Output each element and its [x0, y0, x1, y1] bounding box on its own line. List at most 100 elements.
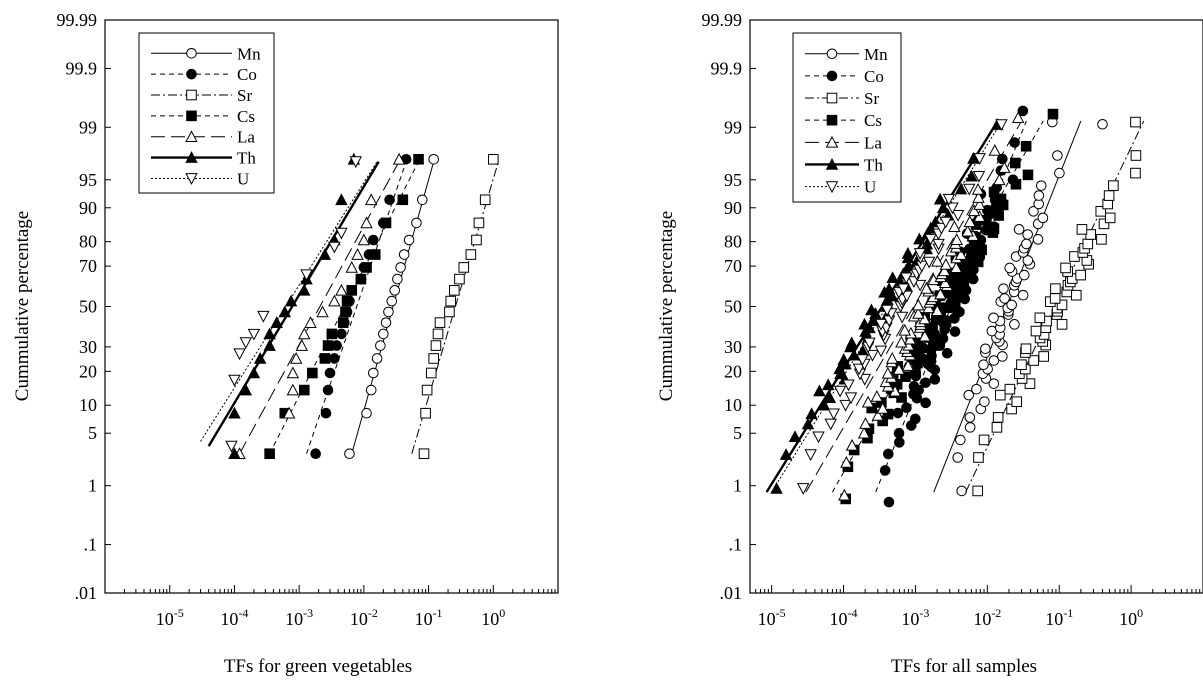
point-Co [901, 402, 912, 414]
point-Mn [383, 306, 394, 318]
point-U [895, 311, 909, 324]
point-Mn [979, 396, 990, 407]
point-Cs [988, 186, 1000, 198]
legend-marker-U [825, 181, 839, 194]
point-Sr [1056, 299, 1068, 311]
point-La [289, 351, 303, 364]
point-U [328, 241, 341, 254]
point-Cs [341, 295, 353, 307]
x-tick-label: 10-5 [156, 606, 184, 629]
point-Cs [355, 273, 367, 285]
y-tick-label: 80 [724, 232, 742, 252]
point-U [247, 328, 261, 341]
point-Cs [369, 249, 381, 260]
point-Th [817, 398, 831, 411]
point-Th [335, 193, 348, 206]
x-tick-exp: -3 [303, 606, 313, 620]
point-La [948, 220, 961, 232]
legend-marker-La [185, 130, 198, 143]
y-tick-label: 20 [79, 361, 97, 381]
point-Th [318, 248, 332, 260]
point-Sr [471, 234, 482, 246]
point-U [995, 119, 1008, 132]
point-U [225, 440, 238, 453]
point-Sr [1076, 224, 1088, 235]
point-La [838, 488, 851, 501]
x-tick-base: 10 [1045, 609, 1063, 629]
x-tick-exp: -5 [174, 606, 184, 620]
point-Sr [425, 367, 437, 379]
point-Cs [264, 448, 275, 460]
x-tick-exp: -4 [848, 606, 858, 620]
point-U [852, 363, 866, 376]
x-tick-base: 10 [758, 609, 776, 629]
point-Mn [428, 153, 439, 165]
point-Th [882, 282, 896, 295]
point-La [972, 191, 985, 203]
point-La [392, 152, 406, 165]
point-Co [336, 328, 347, 340]
y-tick-label: 95 [79, 170, 97, 190]
point-Mn [971, 383, 982, 395]
y-tick-label: .01 [720, 583, 743, 603]
x-tick-base: 10 [901, 609, 919, 629]
point-Mn [952, 452, 964, 463]
point-Th [263, 339, 276, 351]
point-U [833, 385, 847, 398]
point-Th [239, 383, 253, 396]
point-La [938, 276, 952, 288]
point-Mn [1006, 299, 1017, 311]
point-Sr [479, 194, 491, 206]
point-Sr [1085, 229, 1096, 240]
point-U [951, 209, 965, 222]
point-U [844, 392, 858, 405]
y-tick-label: 99.9 [66, 58, 98, 78]
x-tick-label: 100 [1119, 606, 1143, 629]
point-Mn [1052, 150, 1063, 161]
legend-marker-Th [185, 151, 198, 163]
point-La [286, 366, 300, 379]
point-Th [298, 283, 311, 296]
point-Sr [1060, 262, 1071, 274]
point-Mn [1018, 269, 1030, 281]
point-Co [892, 407, 904, 419]
fit-line-Mn [351, 161, 435, 454]
point-Sr [1103, 190, 1115, 201]
x-tick-exp: -2 [368, 606, 378, 620]
point-Sr [454, 273, 465, 285]
y-tick-label: 10 [79, 395, 97, 415]
point-Mn [955, 434, 966, 446]
point-Mn [956, 485, 967, 497]
point-Sr [1056, 319, 1068, 330]
point-Co [894, 437, 905, 448]
point-Sr [1104, 212, 1116, 224]
legend-marker-Mn [826, 48, 838, 60]
point-Sr [418, 448, 430, 460]
point-Cs [882, 408, 894, 420]
y-tick-label: 5 [733, 423, 742, 443]
y-tick-label: .1 [729, 535, 743, 555]
point-Th [805, 407, 818, 420]
point-U [839, 399, 852, 412]
legend-label-Co: Co [864, 67, 884, 86]
y-tick-label: 99 [724, 117, 742, 137]
point-Sr [1070, 289, 1082, 301]
point-Mn [1035, 180, 1047, 191]
point-La [993, 173, 1006, 186]
point-La [298, 327, 311, 340]
point-U [939, 216, 952, 229]
point-Co [893, 427, 905, 439]
y-tick-label: 90 [724, 198, 742, 218]
x-tick-base: 10 [1119, 609, 1137, 629]
point-Co [324, 367, 336, 379]
point-Mn [1017, 289, 1029, 301]
point-Cs [322, 340, 334, 351]
point-Th [954, 182, 968, 195]
y-tick-label: 50 [724, 297, 742, 317]
x-tick-exp: -5 [776, 606, 786, 620]
point-Co [1017, 105, 1029, 117]
legend-marker-U [185, 173, 198, 185]
point-La [967, 204, 981, 217]
